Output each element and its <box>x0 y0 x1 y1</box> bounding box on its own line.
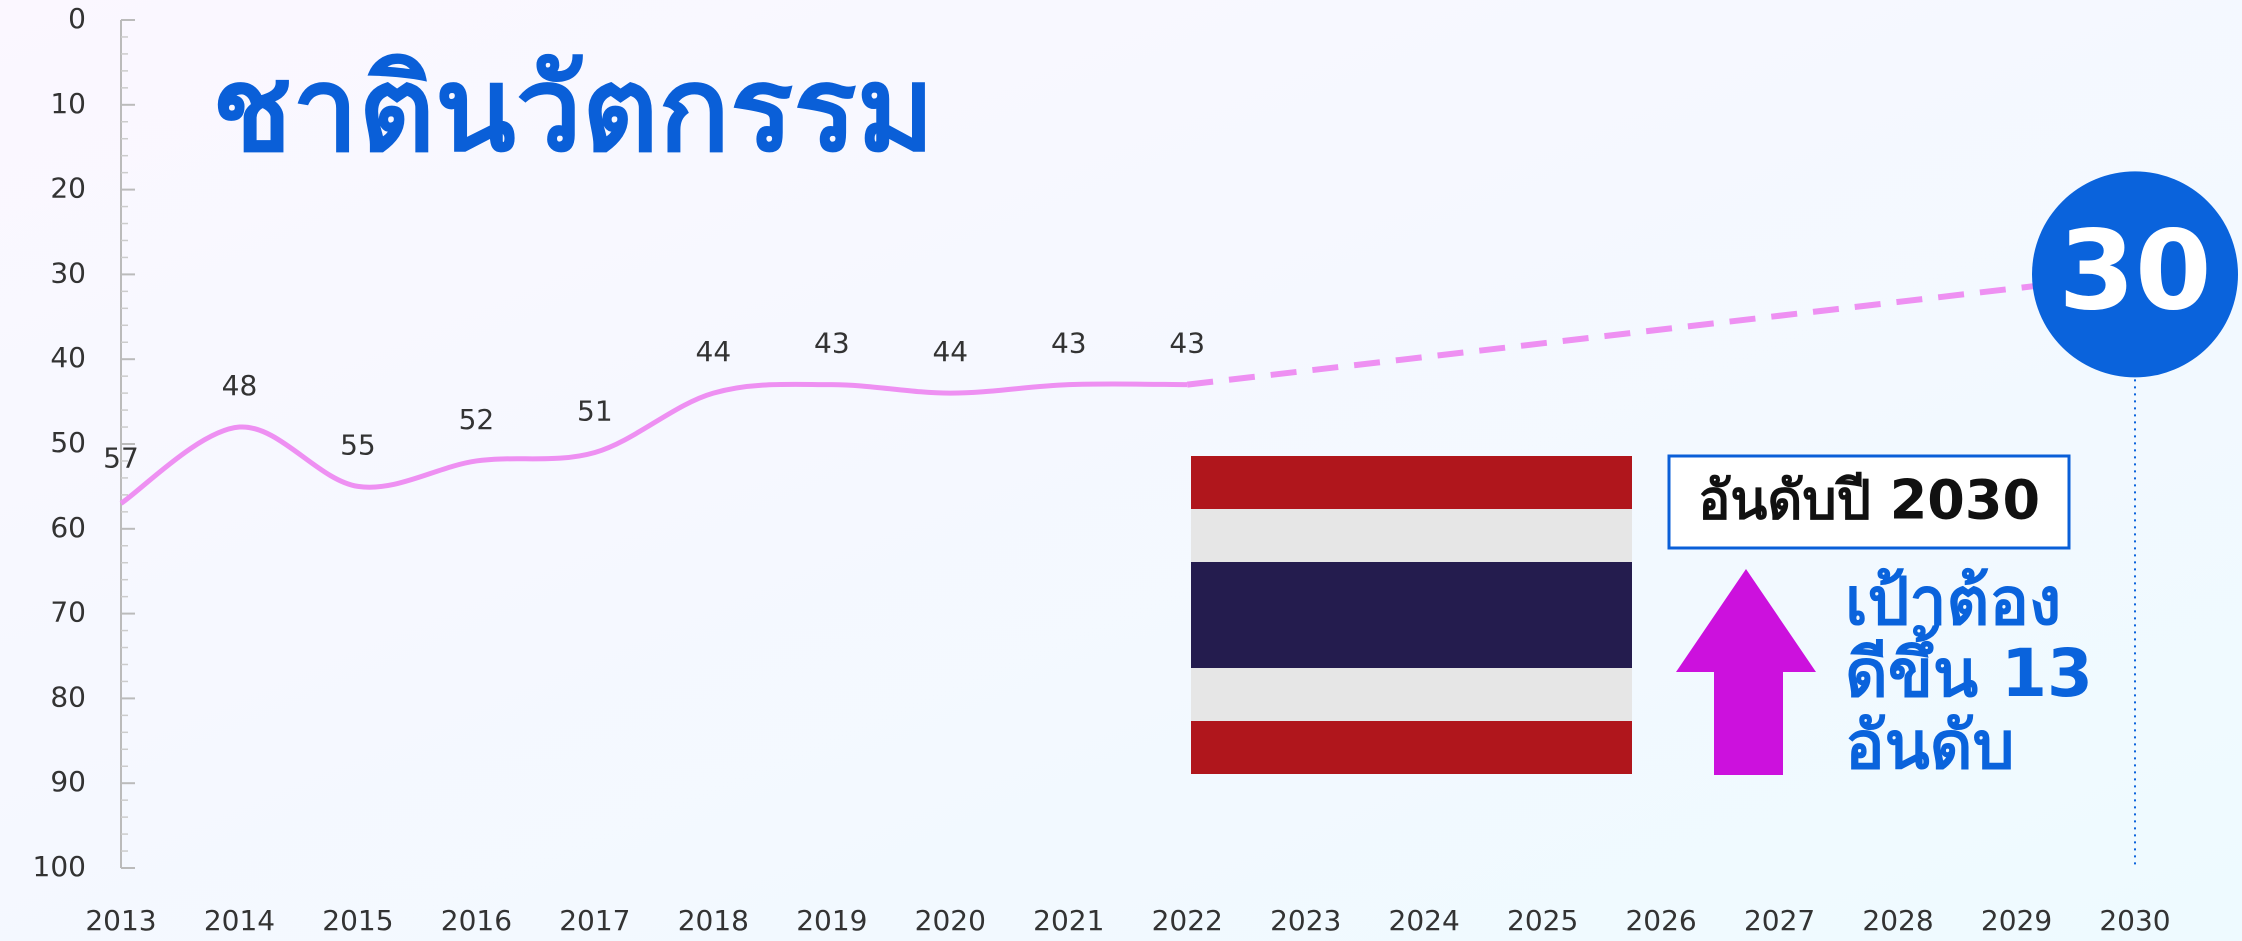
target-text: ดีขึ้น 13 <box>1845 624 2093 712</box>
y-tick-label: 40 <box>50 341 86 374</box>
x-tick-label: 2018 <box>678 904 749 937</box>
x-tick-label: 2028 <box>1862 904 1933 937</box>
data-label: 30 <box>2058 207 2211 335</box>
target-text: อันดับ <box>1845 707 2015 784</box>
x-tick-label: 2024 <box>1389 904 1460 937</box>
y-tick-label: 20 <box>50 172 86 205</box>
x-tick-label: 2022 <box>1152 904 1223 937</box>
x-tick-label: 2016 <box>441 904 512 937</box>
y-tick-label: 60 <box>50 511 86 544</box>
data-label: 57 <box>103 441 139 474</box>
target-marker <box>2032 171 2238 378</box>
data-label: 55 <box>340 428 376 461</box>
y-tick-label: 10 <box>50 87 86 120</box>
y-tick-label: 80 <box>50 680 86 713</box>
data-label: 48 <box>222 369 258 402</box>
data-label: 51 <box>577 394 613 427</box>
x-tick-label: 2027 <box>1744 904 1815 937</box>
line <box>119 381 1188 506</box>
x-tick-label: 2019 <box>796 904 867 937</box>
y-tick-label: 0 <box>68 2 86 35</box>
x-tick-label: 2030 <box>2099 904 2170 937</box>
data-label: 43 <box>814 327 850 360</box>
x-tick-label: 2020 <box>915 904 986 937</box>
x-tick-label: 2017 <box>559 904 630 937</box>
up-arrow <box>1676 569 1816 775</box>
x-tick-label: 2014 <box>204 904 275 937</box>
y-tick-label: 90 <box>50 765 86 798</box>
target-text: เป้าต้อง <box>1845 563 2061 640</box>
x-tick-label: 2029 <box>1981 904 2052 937</box>
x-tick-label: 2021 <box>1033 904 1104 937</box>
y-tick-label: 50 <box>50 426 86 459</box>
y-tick-label: 70 <box>50 596 86 629</box>
projection-line <box>1186 271 2136 388</box>
target-box <box>1667 454 2071 550</box>
x-tick-label: 2013 <box>85 904 156 937</box>
y-tick-label: 30 <box>50 256 86 289</box>
x-tick-label: 2015 <box>322 904 393 937</box>
x-tick-label: 2026 <box>1625 904 1696 937</box>
data-label: 43 <box>1169 327 1205 360</box>
data-label: 44 <box>696 335 732 368</box>
thai-flag <box>1191 456 1632 774</box>
x-tick-label: 2023 <box>1270 904 1341 937</box>
data-label: 43 <box>1051 327 1087 360</box>
x-tick-label: 2025 <box>1507 904 1578 937</box>
target-box-label: อันดับปี 2030 <box>1698 469 2040 532</box>
data-label: 44 <box>932 335 968 368</box>
data-label: 52 <box>459 403 495 436</box>
y-tick-label: 100 <box>33 850 86 883</box>
chart-title: ชาตินวัตกรรม <box>212 40 935 178</box>
